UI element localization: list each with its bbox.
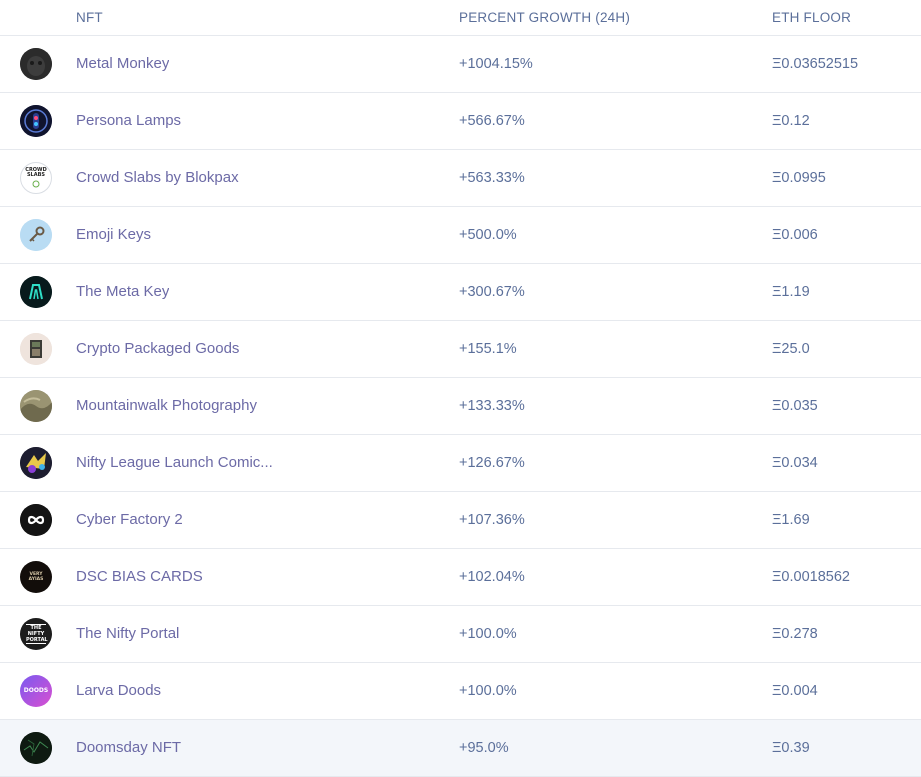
table-row[interactable]: VERY AYIAS DSC BIAS CARDS +102.04% Ξ0.00…	[0, 549, 921, 606]
nifty-portal-avatar: THE NIFTY PORTAL	[20, 618, 52, 650]
table-row[interactable]: DOODS Larva Doods +100.0% Ξ0.004	[0, 663, 921, 720]
table-row[interactable]: Cyber Factory 2 +107.36% Ξ1.69	[0, 492, 921, 549]
percent-growth: +566.67%	[459, 113, 525, 129]
nft-name[interactable]: Larva Doods	[76, 682, 162, 700]
percent-growth: +100.0%	[459, 683, 517, 699]
eth-floor: Ξ1.19	[772, 284, 810, 300]
eth-floor: Ξ0.39	[772, 740, 810, 756]
percent-growth: +300.67%	[459, 284, 525, 300]
cyber-factory-avatar	[20, 504, 52, 536]
eth-floor: Ξ0.0995	[772, 170, 826, 186]
table-row[interactable]: Persona Lamps +566.67% Ξ0.12	[0, 93, 921, 150]
nft-name[interactable]: Crypto Packaged Goods	[76, 340, 240, 358]
nft-name[interactable]: Persona Lamps	[76, 112, 182, 130]
table-row[interactable]: Doomsday NFT +95.0% Ξ0.39	[0, 720, 921, 777]
eth-floor: Ξ0.12	[772, 113, 810, 129]
nft-name[interactable]: Metal Monkey	[76, 55, 170, 73]
table-row[interactable]: Crypto Packaged Goods +155.1% Ξ25.0	[0, 321, 921, 378]
eth-floor: Ξ25.0	[772, 341, 810, 357]
header-percent-growth[interactable]: PERCENT GROWTH (24H)	[459, 10, 631, 25]
table-row[interactable]: Emoji Keys +500.0% Ξ0.006	[0, 207, 921, 264]
percent-growth: +1004.15%	[459, 56, 533, 72]
crowd-slabs-avatar: CROWD SLABS	[20, 162, 52, 194]
percent-growth: +100.0%	[459, 626, 517, 642]
crypto-packaged-goods-avatar	[20, 333, 52, 365]
header-eth-floor[interactable]: ETH FLOOR	[772, 10, 852, 25]
nft-name[interactable]: Emoji Keys	[76, 226, 152, 244]
percent-growth: +155.1%	[459, 341, 517, 357]
nft-name[interactable]: DSC BIAS CARDS	[76, 568, 203, 586]
table-row[interactable]: The Meta Key +300.67% Ξ1.19	[0, 264, 921, 321]
table-row[interactable]: Metal Monkey +1004.15% Ξ0.03652515	[0, 36, 921, 93]
nft-name[interactable]: Cyber Factory 2	[76, 511, 183, 529]
eth-floor: Ξ1.69	[772, 512, 810, 528]
eth-floor: Ξ0.03652515	[772, 56, 859, 72]
nifty-portal-avatar-text: THE NIFTY PORTAL	[26, 624, 48, 644]
percent-growth: +102.04%	[459, 569, 525, 585]
emoji-keys-avatar	[20, 219, 52, 251]
table-header: NFT PERCENT GROWTH (24H) ETH FLOOR	[0, 0, 921, 36]
header-nft[interactable]: NFT	[76, 10, 103, 25]
percent-growth: +133.33%	[459, 398, 525, 414]
table-row[interactable]: Mountainwalk Photography +133.33% Ξ0.035	[0, 378, 921, 435]
nifty-league-avatar	[20, 447, 52, 479]
table-row[interactable]: THE NIFTY PORTAL The Nifty Portal +100.0…	[0, 606, 921, 663]
metal-monkey-avatar	[20, 48, 52, 80]
nft-name[interactable]: Doomsday NFT	[76, 739, 182, 757]
larva-doods-avatar: DOODS	[20, 675, 52, 707]
eth-floor: Ξ0.278	[772, 626, 818, 642]
eth-floor: Ξ0.004	[772, 683, 818, 699]
crowd-slabs-avatar-text: CROWD SLABS	[25, 167, 47, 178]
nft-name[interactable]: The Nifty Portal	[76, 625, 180, 643]
persona-lamps-avatar	[20, 105, 52, 137]
table-row[interactable]: Nifty League Launch Comic... +126.67% Ξ0…	[0, 435, 921, 492]
eth-floor: Ξ0.0018562	[772, 569, 850, 585]
nft-name[interactable]: Nifty League Launch Comic...	[76, 454, 273, 472]
nft-name[interactable]: Crowd Slabs by Blokpax	[76, 169, 239, 187]
dsc-bias-cards-avatar-text: VERY AYIAS	[28, 572, 44, 582]
percent-growth: +500.0%	[459, 227, 517, 243]
meta-key-avatar	[20, 276, 52, 308]
nft-name[interactable]: The Meta Key	[76, 283, 170, 301]
percent-growth: +95.0%	[459, 740, 509, 756]
larva-doods-avatar-text: DOODS	[23, 687, 49, 694]
percent-growth: +563.33%	[459, 170, 525, 186]
nft-name[interactable]: Mountainwalk Photography	[76, 397, 257, 415]
mountainwalk-avatar	[20, 390, 52, 422]
doomsday-avatar	[20, 732, 52, 764]
eth-floor: Ξ0.034	[772, 455, 818, 471]
eth-floor: Ξ0.035	[772, 398, 818, 414]
table-row[interactable]: CROWD SLABS Crowd Slabs by Blokpax +563.…	[0, 150, 921, 207]
percent-growth: +126.67%	[459, 455, 525, 471]
percent-growth: +107.36%	[459, 512, 525, 528]
eth-floor: Ξ0.006	[772, 227, 818, 243]
dsc-bias-cards-avatar: VERY AYIAS	[20, 561, 52, 593]
